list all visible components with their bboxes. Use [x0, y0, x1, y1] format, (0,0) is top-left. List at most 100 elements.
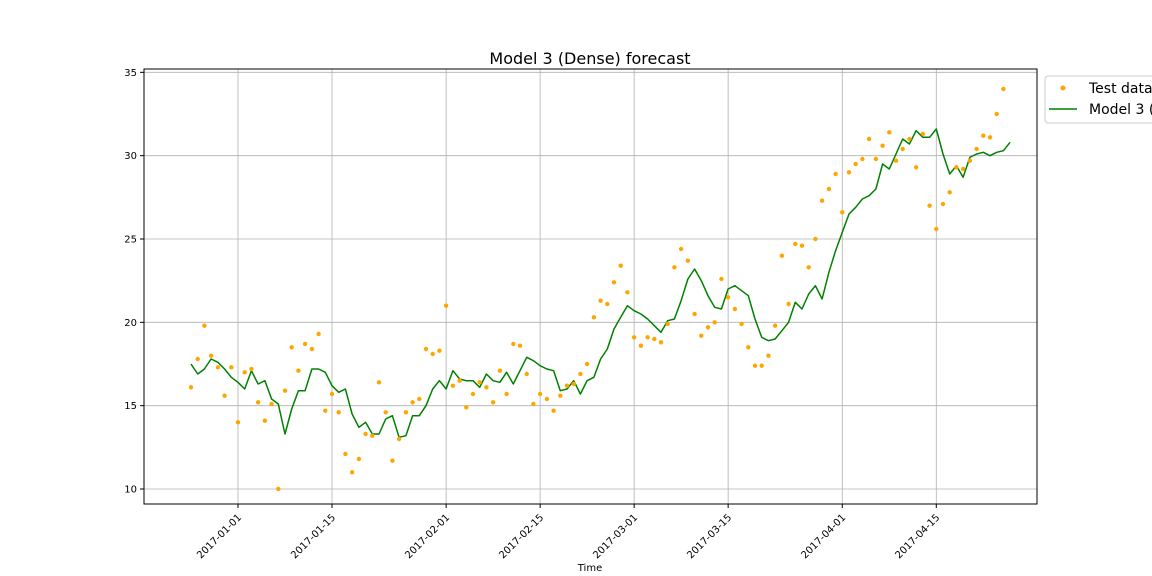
test-data-point	[403, 410, 409, 415]
test-data-point	[517, 343, 523, 348]
test-data-point	[645, 335, 650, 340]
test-data-point	[188, 385, 194, 390]
test-data-point	[873, 156, 879, 162]
y-tick-label: 15	[124, 401, 137, 412]
test-data-point	[195, 356, 200, 362]
test-data-point	[806, 265, 811, 270]
test-data-point	[537, 391, 543, 397]
legend-box	[1044, 75, 1152, 124]
test-data-point	[249, 366, 254, 372]
test-data-point	[860, 156, 865, 162]
test-data-point	[927, 203, 932, 208]
test-data-point	[578, 371, 583, 377]
test-data-point	[531, 401, 536, 407]
test-data-point	[974, 146, 979, 152]
test-data-point	[356, 456, 362, 462]
y-tick-label: 35	[124, 68, 137, 79]
forecast-line	[190, 128, 1011, 439]
test-data-point	[262, 418, 268, 423]
test-data-point	[685, 258, 691, 263]
y-tick-label: 20	[124, 318, 137, 329]
test-data-point	[887, 130, 892, 135]
test-data-point	[598, 298, 603, 303]
test-data-point	[826, 186, 832, 192]
test-data-point	[450, 383, 456, 388]
test-data-point	[383, 410, 388, 415]
test-data-point	[316, 331, 321, 337]
test-data-point	[725, 295, 731, 300]
test-data-point	[900, 146, 905, 152]
test-data-point	[665, 321, 670, 327]
test-data-point	[652, 336, 657, 342]
chart-title: Model 3 (Dense) forecast	[489, 49, 690, 68]
test-data-point	[605, 301, 610, 307]
test-data-point	[759, 363, 764, 368]
test-data-point	[638, 343, 644, 348]
test-data-point	[370, 433, 375, 438]
test-data-point	[282, 388, 288, 393]
test-data-point	[430, 351, 435, 357]
test-data-point	[987, 135, 993, 140]
test-data-point	[813, 236, 818, 242]
test-data-point	[631, 335, 637, 340]
test-data-point	[618, 263, 623, 268]
test-data-point	[202, 323, 207, 328]
test-data-point	[564, 383, 570, 388]
test-data-point	[584, 361, 590, 367]
test-data-point	[793, 241, 798, 247]
test-data-point	[551, 408, 556, 413]
test-data-point	[893, 158, 899, 163]
legend-marker-test-data	[1060, 85, 1066, 91]
grid	[144, 69, 1037, 504]
test-data-point	[309, 346, 315, 352]
test-data-point	[571, 381, 576, 387]
test-data-point	[269, 401, 274, 407]
test-data-point	[746, 345, 751, 350]
test-data-point	[833, 171, 838, 177]
test-data-point	[208, 353, 214, 358]
test-data-point	[779, 253, 785, 258]
test-data-point	[678, 246, 684, 252]
forecast-series	[190, 128, 1011, 439]
test-data-point	[222, 393, 227, 398]
test-data-point	[981, 133, 986, 138]
test-data-point	[276, 486, 281, 492]
test-data-point	[611, 280, 617, 285]
test-data-point	[289, 345, 294, 350]
test-data-point	[940, 201, 946, 207]
y-tick-label: 25	[124, 235, 137, 246]
plot-frame	[143, 68, 1038, 505]
test-data-point	[544, 396, 550, 402]
test-data-point	[343, 451, 348, 457]
test-data-point	[732, 306, 738, 312]
test-data-point	[752, 363, 758, 368]
y-tick-label: 10	[124, 485, 137, 496]
legend-label-test-data: Test data	[1088, 81, 1152, 97]
test-data-point	[692, 311, 697, 317]
y-axis: 10 15 20 25 30 35	[124, 68, 144, 496]
test-data-point	[699, 333, 704, 338]
test-data-point	[497, 368, 503, 373]
test-data-point	[336, 410, 341, 415]
test-data-point	[437, 348, 442, 353]
test-data-point	[880, 143, 885, 148]
test-data-point	[591, 315, 597, 320]
test-data-point	[477, 380, 482, 385]
test-data-point	[1001, 86, 1006, 92]
test-data-point	[215, 365, 221, 370]
test-data-point	[396, 436, 402, 442]
legend-label-model: Model 3 (	[1089, 102, 1152, 118]
y-tick-label: 30	[124, 151, 137, 162]
test-data-point	[255, 400, 261, 405]
test-data-point	[705, 325, 711, 330]
test-data-point	[672, 265, 677, 270]
test-data-point	[907, 136, 912, 142]
test-data-point	[443, 303, 449, 308]
test-data-point	[349, 470, 355, 475]
test-data-point	[719, 276, 724, 282]
test-data-point	[229, 365, 234, 370]
test-data-point	[329, 391, 335, 397]
test-data-point	[242, 370, 247, 375]
